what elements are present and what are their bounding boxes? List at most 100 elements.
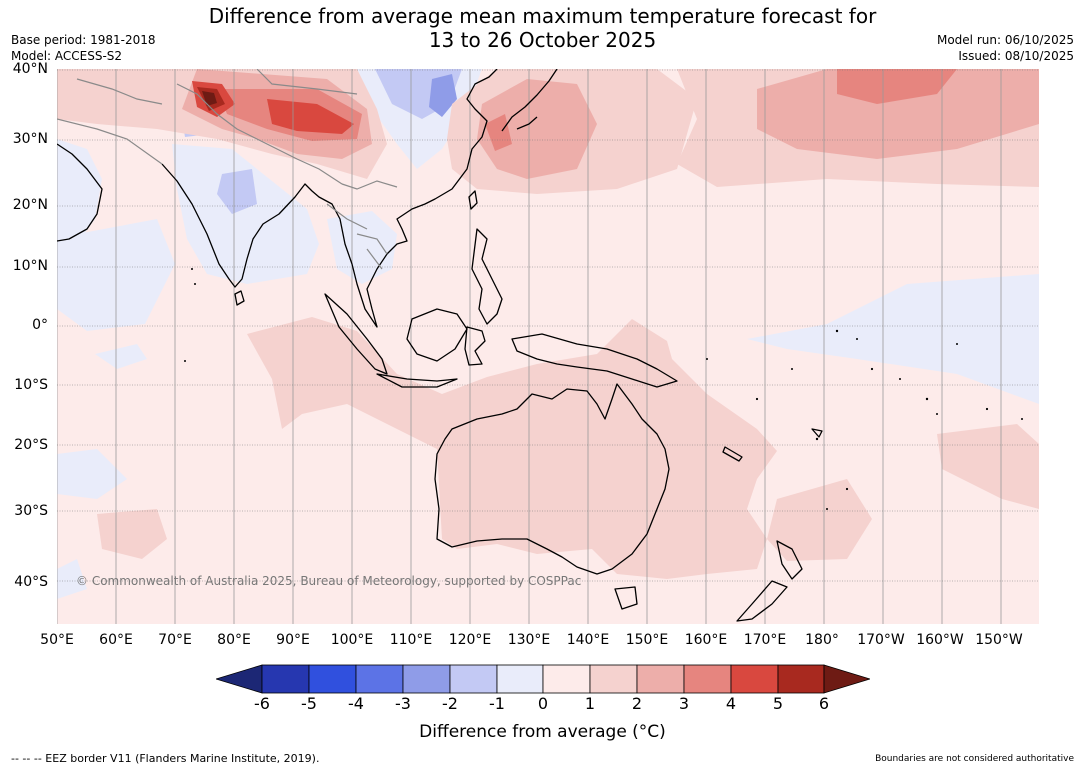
lon-label-10: 150°E: [625, 632, 669, 648]
lon-label-13: 180°: [805, 632, 839, 648]
lat-label-0: 40°N: [12, 61, 48, 77]
coastlines: [57, 69, 823, 622]
colorbar-swatch-2: [308, 664, 357, 694]
colorbar-swatch-10: [683, 664, 732, 694]
coast-borneo: [406, 308, 468, 362]
colorbar-swatch-7: [542, 664, 591, 694]
colorbar-tick-1: -5: [301, 694, 317, 713]
anomaly-warm2-east-china: [477, 79, 597, 179]
colorbar-swatch-13: [823, 664, 870, 694]
map-title: Difference from average mean maximum tem…: [0, 4, 1085, 52]
anomaly-blue3-north: [429, 74, 457, 117]
colorbar: [216, 664, 870, 694]
issued-date: Issued: 08/10/2025: [958, 49, 1074, 63]
colorbar-tick-4: -2: [442, 694, 458, 713]
colorbar-tick-6: 0: [537, 694, 549, 713]
meta-right: Model run: 06/10/2025 Issued: 08/10/2025: [937, 32, 1074, 64]
colorbar-tick-9: 3: [678, 694, 690, 713]
coast-fiji: [811, 428, 823, 438]
colorbar-label: Difference from average (°C): [419, 722, 666, 742]
lat-label-3: 10°N: [12, 258, 48, 274]
lon-label-2: 70°E: [158, 632, 192, 648]
lon-label-6: 110°E: [389, 632, 433, 648]
anomaly-warm3-east-china: [485, 114, 512, 151]
colorbar-swatch-4: [402, 664, 451, 694]
colorbar-swatches: [216, 664, 870, 694]
coast-java: [376, 373, 458, 388]
anomaly-blue-south-indian: [57, 449, 127, 499]
colorbar-swatch-9: [636, 664, 685, 694]
coast-japan: [501, 69, 558, 132]
anomaly-blue-arabian-sea: [95, 344, 147, 369]
lon-label-7: 120°E: [448, 632, 492, 648]
meta-left: Base period: 1981-2018 Model: ACCESS-S2: [11, 32, 156, 64]
forecast-map: [57, 69, 1039, 624]
lat-label-7: 30°S: [14, 503, 48, 519]
colorbar-tick-8: 2: [631, 694, 643, 713]
coast-sulawesi: [464, 326, 486, 366]
coast-sumatra: [324, 293, 388, 375]
lon-label-4: 90°E: [276, 632, 310, 648]
colorbar-swatch-5: [449, 664, 498, 694]
colorbar-swatch-1: [261, 664, 310, 694]
lat-label-8: 40°S: [14, 574, 48, 590]
coast-new-caledonia: [722, 446, 743, 462]
copyright-notice: © Commonwealth of Australia 2025, Bureau…: [76, 574, 582, 588]
lat-label-5: 10°S: [14, 377, 48, 393]
lon-gridlines: [57, 69, 1002, 624]
coast-nz-north: [776, 540, 803, 580]
boundaries-disclaimer: Boundaries are not considered authoritat…: [875, 754, 1074, 764]
anomaly-warm3-north-pac: [837, 69, 957, 104]
anomaly-blue-south-atl: [57, 559, 87, 599]
anomaly-warm2-nw-pacific: [757, 69, 1039, 159]
coast-asia: [57, 69, 498, 328]
colorbar-swatch-6: [496, 664, 544, 694]
lon-label-9: 140°E: [566, 632, 610, 648]
colorbar-tick-12: 6: [818, 694, 830, 713]
lat-label-6: 20°S: [14, 437, 48, 453]
eez-legend: -- -- -- EEZ border V11 (Flanders Marine…: [11, 752, 320, 765]
lon-label-14: 170°W: [857, 632, 905, 648]
colorbar-tick-5: -1: [489, 694, 505, 713]
anomaly-blue-india: [172, 144, 319, 284]
anomaly-warm1-indian-south: [97, 509, 167, 559]
title-line-1: Difference from average mean maximum tem…: [208, 4, 877, 28]
title-line-2: 13 to 26 October 2025: [428, 28, 657, 52]
colorbar-swatch-0: [216, 664, 263, 694]
lon-label-16: 150°W: [975, 632, 1023, 648]
colorbar-swatch-8: [589, 664, 638, 694]
anomaly-warm1-tasman: [767, 479, 872, 561]
colorbar-tick-3: -3: [395, 694, 411, 713]
lon-label-15: 160°W: [916, 632, 964, 648]
lat-gridlines: [57, 69, 1039, 582]
colorbar-swatch-12: [777, 664, 825, 694]
lon-label-12: 170°E: [743, 632, 787, 648]
lat-label-2: 20°N: [12, 197, 48, 213]
coast-australia: [434, 383, 670, 575]
anomaly-blue-pacific: [747, 274, 1039, 404]
lon-label-3: 80°E: [217, 632, 251, 648]
colorbar-swatch-11: [730, 664, 779, 694]
colorbar-tick-7: 1: [584, 694, 596, 713]
anomaly-blue2-india: [217, 169, 257, 214]
base-period: Base period: 1981-2018: [11, 33, 156, 47]
coast-tasmania: [614, 586, 638, 610]
colorbar-tick-10: 4: [725, 694, 737, 713]
anomaly-warm4-tibet: [267, 99, 354, 134]
model-run: Model run: 06/10/2025: [936, 33, 1074, 47]
coast-philippines: [471, 228, 503, 325]
pacific-islands: [184, 268, 1023, 510]
colorbar-tick-11: 5: [772, 694, 784, 713]
colorbar-swatch-3: [355, 664, 404, 694]
lon-label-8: 130°E: [507, 632, 551, 648]
colorbar-tick-0: -6: [254, 694, 270, 713]
coast-nz-south: [736, 580, 788, 622]
lat-label-1: 30°N: [12, 131, 48, 147]
model-name: Model: ACCESS-S2: [11, 49, 123, 63]
anomaly-blue-arabia: [57, 139, 102, 254]
lon-label-5: 100°E: [330, 632, 374, 648]
coast-taiwan: [468, 190, 478, 210]
coast-new-guinea: [511, 333, 678, 388]
country-borders: [57, 69, 398, 270]
lon-label-0: 50°E: [40, 632, 74, 648]
